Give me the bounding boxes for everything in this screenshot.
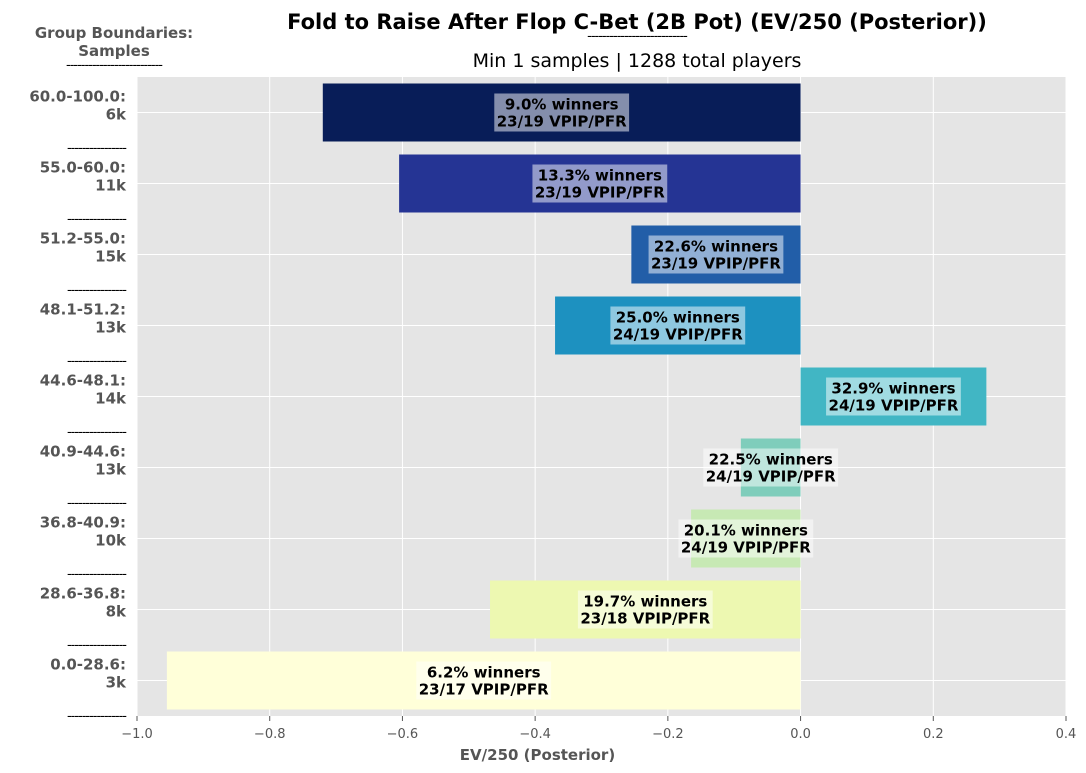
bar-label-vpip-pfr: 24/19 VPIP/PFR (829, 397, 959, 415)
bar-label-winners: 9.0% winners (505, 96, 619, 114)
chart-title: Fold to Raise After Flop C-Bet (2B Pot) … (287, 10, 987, 34)
y-tick-label-range: 51.2-55.0: (40, 230, 126, 248)
bar-label-winners: 22.5% winners (709, 451, 833, 469)
bar-label-box (494, 93, 630, 132)
y-tick-separator: ---------------- (67, 425, 127, 440)
x-tick-label: −1.0 (121, 727, 153, 742)
y-tick-label-range: 55.0-60.0: (40, 159, 126, 177)
x-tick-label: 0.4 (1056, 727, 1077, 742)
y-tick-label-samples: 13k (95, 461, 127, 479)
bar-label-vpip-pfr: 23/19 VPIP/PFR (497, 113, 627, 131)
y-tick-label-samples: 13k (95, 319, 127, 337)
y-tick-label-range: 36.8-40.9: (40, 514, 126, 532)
bar-label-vpip-pfr: 24/19 VPIP/PFR (681, 539, 811, 557)
y-tick-label-samples: 6k (106, 106, 127, 124)
bar-label-box (577, 590, 713, 629)
group-header-rule: -------------------------- (66, 58, 163, 73)
y-tick-label-samples: 14k (95, 390, 127, 408)
y-tick-label-range: 28.6-36.8: (40, 585, 126, 603)
x-tick-label: 0.2 (923, 727, 944, 742)
bar-label-box (610, 306, 746, 345)
y-tick-separator: ---------------- (67, 496, 127, 511)
bar-label-vpip-pfr: 23/19 VPIP/PFR (651, 255, 781, 273)
bar-label-winners: 6.2% winners (427, 664, 541, 682)
bar-label-box (826, 377, 961, 416)
x-tick-label: −0.4 (519, 727, 551, 742)
y-tick-label-range: 40.9-44.6: (40, 443, 126, 461)
bar-label-vpip-pfr: 23/17 VPIP/PFR (419, 681, 549, 699)
x-tick-label: −0.8 (254, 727, 286, 742)
bar-label-winners: 19.7% winners (583, 593, 707, 611)
y-tick-separator: ---------------- (67, 709, 127, 724)
x-tick-label: −0.6 (387, 727, 419, 742)
y-tick-label-range: 60.0-100.0: (29, 88, 126, 106)
y-tick-label-range: 0.0-28.6: (50, 656, 126, 674)
y-tick-label-range: 48.1-51.2: (40, 301, 126, 319)
y-tick-label-samples: 11k (95, 177, 127, 195)
bar-label-vpip-pfr: 23/18 VPIP/PFR (580, 610, 710, 628)
y-tick-separator: ---------------- (67, 141, 127, 156)
y-tick-label-samples: 15k (95, 248, 127, 266)
x-axis-label: EV/250 (Posterior) (460, 746, 615, 764)
y-tick-label-samples: 10k (95, 532, 127, 550)
bar-label-winners: 13.3% winners (538, 167, 662, 185)
bar-label-box (532, 164, 668, 203)
y-tick-separator: ---------------- (67, 212, 127, 227)
y-tick-separator: ---------------- (67, 567, 127, 582)
chart-subtitle: Min 1 samples | 1288 total players (472, 50, 802, 72)
y-tick-separator: ---------------- (67, 283, 127, 298)
y-tick-label-samples: 8k (106, 603, 127, 621)
y-tick-separator: ---------------- (67, 354, 127, 369)
bar-label-box (703, 448, 839, 487)
y-tick-label-samples: 3k (106, 674, 127, 692)
x-tick-label: 0.0 (790, 727, 811, 742)
bar-label-vpip-pfr: 24/19 VPIP/PFR (706, 468, 836, 486)
bar-label-box (416, 661, 552, 700)
group-boundaries-header: Group Boundaries: Samples (34, 24, 194, 60)
bar-label-winners: 25.0% winners (616, 309, 740, 327)
bar-label-winners: 22.6% winners (654, 238, 778, 256)
bar-label-vpip-pfr: 23/19 VPIP/PFR (535, 184, 665, 202)
bar-label-box (648, 235, 784, 274)
bar-label-winners: 20.1% winners (684, 522, 808, 540)
bar-label-vpip-pfr: 24/19 VPIP/PFR (613, 326, 743, 344)
bar-label-box (678, 519, 814, 558)
y-tick-label-range: 44.6-48.1: (40, 372, 126, 390)
y-tick-separator: ---------------- (67, 638, 127, 653)
bar-label-winners: 32.9% winners (831, 380, 955, 398)
title-rule: --------------------------- (587, 29, 688, 44)
x-tick-label: −0.2 (652, 727, 684, 742)
